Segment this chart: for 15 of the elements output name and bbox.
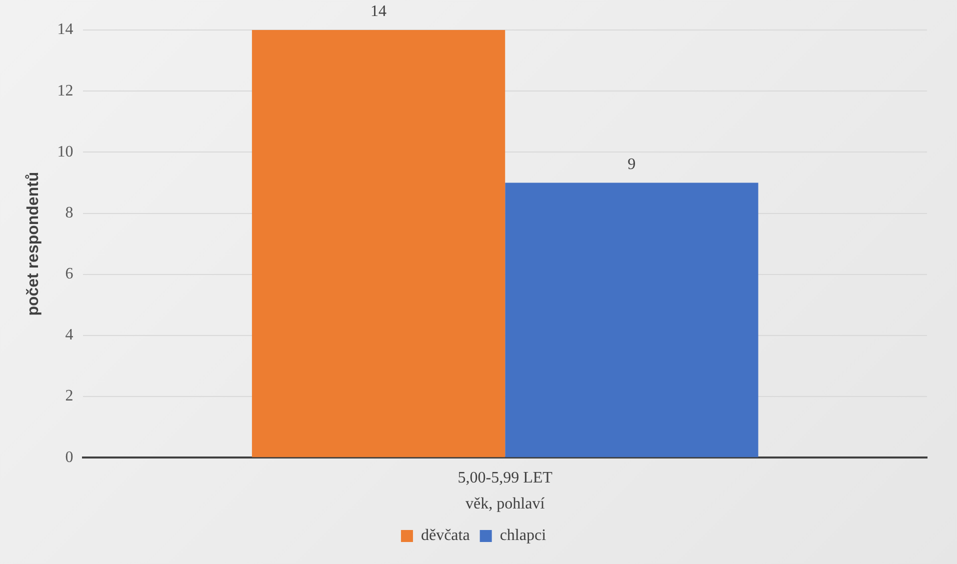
y-tick-label: 10 [57,143,74,160]
y-tick-label: 6 [65,266,74,283]
data-label: 9 [628,156,636,173]
x-axis-title: věk, pohlaví [466,496,546,513]
y-axis-title: počet respondentů [25,172,42,316]
y-tick-label: 12 [57,82,74,100]
legend-label: děvčata [420,527,470,544]
y-tick-label: 4 [65,326,74,344]
y-tick-label: 2 [65,388,74,405]
y-tick-label: 14 [57,21,74,38]
y-tick-label: 0 [65,448,74,466]
legend-label: chlapci [500,527,547,544]
data-label: 14 [370,3,387,20]
x-tick-label: 5,00-5,99 LET [458,469,553,486]
y-tick-label: 8 [65,204,74,222]
